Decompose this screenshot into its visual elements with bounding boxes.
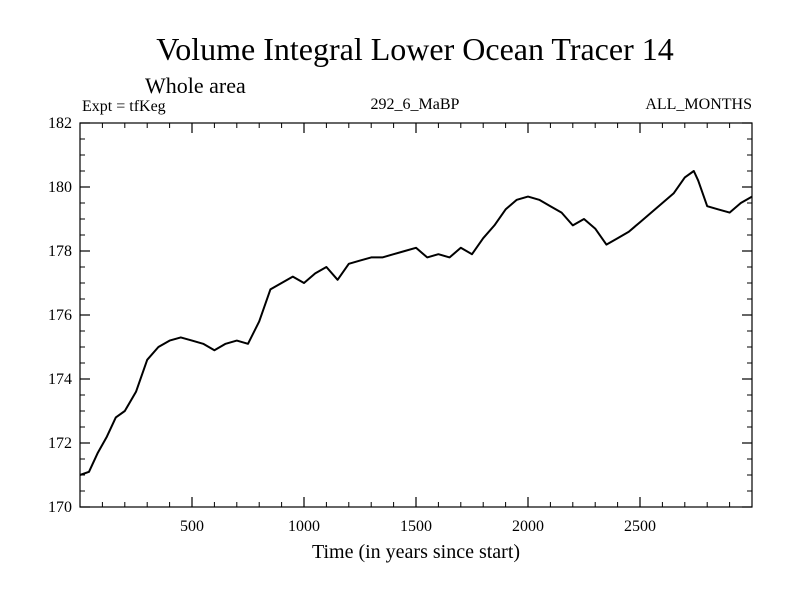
series-group: [79, 170, 753, 476]
y-tick-label: 176: [48, 307, 72, 324]
chart-title: Volume Integral Lower Ocean Tracer 14: [156, 31, 673, 67]
y-axis-ticks: 170 172 174 176 178 180 182: [48, 115, 752, 516]
series-line: [79, 170, 753, 476]
minor-ticks: [80, 123, 752, 507]
y-tick-label: 174: [48, 371, 72, 388]
y-tick-label: 170: [48, 499, 72, 516]
x-axis-ticks: 500 1000 1500 2000 2500: [180, 123, 656, 535]
months-label: ALL_MONTHS: [645, 96, 752, 113]
x-axis-label: Time (in years since start): [312, 541, 520, 563]
x-tick-label: 1000: [288, 518, 320, 535]
x-tick-label: 500: [180, 518, 204, 535]
y-tick-label: 180: [48, 179, 72, 196]
y-tick-label: 172: [48, 435, 72, 452]
x-tick-label: 1500: [400, 518, 432, 535]
y-tick-label: 182: [48, 115, 72, 132]
x-tick-label: 2000: [512, 518, 544, 535]
chart-subtitle: Whole area: [145, 73, 246, 98]
period-label: 292_6_MaBP: [371, 96, 460, 113]
x-tick-label: 2500: [624, 518, 656, 535]
y-tick-label: 178: [48, 243, 72, 260]
plot-frame: [79, 122, 753, 508]
experiment-label: Expt = tfKeg: [82, 98, 166, 115]
